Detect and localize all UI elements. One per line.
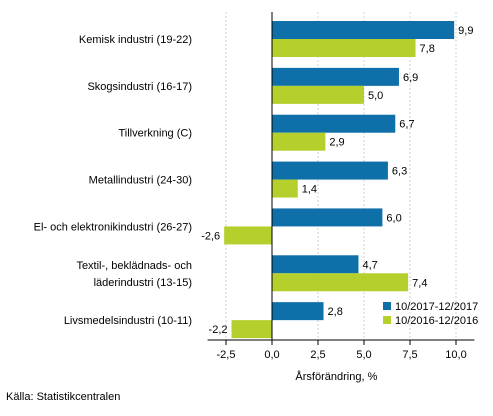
category-label: Livsmedelsindustri (10-11) [64,315,192,327]
x-tick-label: 2,5 [310,349,325,361]
category-label: läderindustri (13-15) [94,277,192,289]
data-label: 2,9 [329,137,344,149]
legend-swatch [383,302,391,310]
data-label: 6,7 [399,119,414,131]
bar [272,21,455,39]
data-label: 7,8 [420,43,435,55]
source-note: Källa: Statistikcentralen [6,391,121,403]
x-tick-label: 0,0 [264,349,279,361]
x-tick-label: 5,0 [356,349,371,361]
category-label: Metallindustri (24-30) [89,175,192,187]
data-label: 6,0 [386,212,401,224]
category-label: Textil-, beklädnads- och [76,260,192,272]
bar [272,114,396,133]
data-label: 1,4 [302,184,317,196]
legend-label: 10/2017-12/2017 [395,301,478,313]
x-tick-label: -2,5 [217,349,236,361]
bar [224,226,272,245]
bar [272,161,388,180]
category-label: El- och elektronikindustri (26-27) [34,221,192,233]
data-label: -2,6 [201,230,220,242]
bar [272,255,359,274]
bar [231,320,272,339]
category-label: Skogsindustri (16-17) [87,81,192,93]
bar [272,85,364,104]
data-label: 4,7 [362,259,377,271]
bar [272,39,416,57]
bar [272,132,326,151]
data-label: 6,9 [403,72,418,84]
bar [272,179,298,198]
data-label: 5,0 [368,90,383,102]
x-tick-label: 7,5 [402,349,417,361]
data-label: 6,3 [392,166,407,178]
category-label: Kemisk industri (19-22) [79,34,192,46]
x-tick-label: 10,0 [445,349,466,361]
x-axis-title: Årsförändring, % [295,370,377,383]
legend-label: 10/2016-12/2016 [395,315,478,327]
data-label: 7,4 [412,277,427,289]
data-label: -2,2 [209,324,228,336]
bar [272,67,399,86]
bar [272,208,383,227]
bar [272,273,409,292]
data-label: 9,9 [458,25,473,37]
data-label: 2,8 [328,306,343,318]
bar [272,302,324,321]
legend-swatch [383,316,391,324]
category-label: Tillverkning (C) [118,128,192,140]
